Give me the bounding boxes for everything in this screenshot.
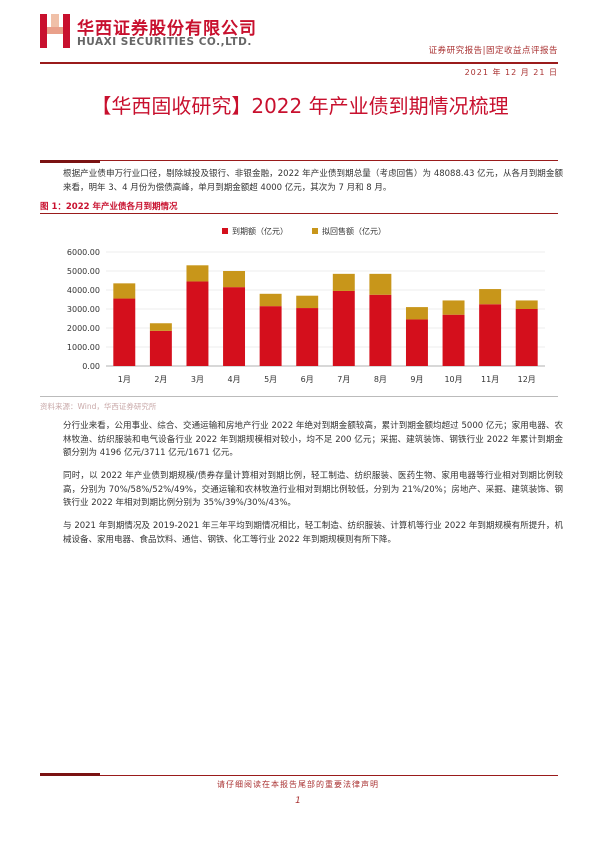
footer-divider-accent xyxy=(40,773,100,776)
bar-putback xyxy=(405,307,428,320)
bar-putback xyxy=(186,265,209,282)
legend-swatch xyxy=(312,228,318,234)
bar-maturity xyxy=(442,314,465,366)
page-number: 1 xyxy=(295,796,301,806)
bar-maturity xyxy=(332,290,355,366)
y-tick-label: 6000.00 xyxy=(67,248,100,257)
bar-putback xyxy=(259,293,282,307)
bar-putback xyxy=(149,323,172,331)
bar-putback xyxy=(442,300,465,315)
legend-swatch xyxy=(222,228,228,234)
footer-divider xyxy=(40,775,558,776)
bar-maturity xyxy=(149,330,172,366)
paragraph-1: 根据产业债申万行业口径，剔除城投及银行、非银金融，2022 年产业债到期总量（考… xyxy=(63,169,563,193)
bar-maturity xyxy=(186,281,209,366)
bar-putback xyxy=(369,273,392,295)
source-divider xyxy=(40,396,558,397)
report-type: 证券研究报告|固定收益点评报告 xyxy=(428,46,558,56)
company-name-en: HUAXI SECURITIES CO.,LTD. xyxy=(77,36,252,48)
figure-divider xyxy=(40,213,558,214)
x-tick-label: 9月 xyxy=(410,375,423,384)
y-tick-label: 2000.00 xyxy=(67,324,100,333)
bar-maturity xyxy=(296,308,319,366)
bar-putback xyxy=(223,271,246,288)
bar-putback xyxy=(296,295,319,309)
y-tick-label: 1000.00 xyxy=(67,343,100,352)
x-tick-label: 8月 xyxy=(374,375,387,384)
x-tick-label: 6月 xyxy=(301,375,314,384)
bar-putback xyxy=(479,289,502,305)
y-tick-label: 5000.00 xyxy=(67,267,100,276)
company-logo xyxy=(40,14,70,48)
bar-maturity xyxy=(405,319,428,366)
title-divider-accent xyxy=(40,160,100,163)
x-tick-label: 10月 xyxy=(444,375,462,384)
paragraph-4: 与 2021 年到期情况及 2019-2021 年三年平均到期情况相比，轻工制造… xyxy=(63,521,563,545)
paragraph-2: 分行业来看，公用事业、综合、交通运输和房地产行业 2022 年绝对到期金额较高，… xyxy=(63,421,563,458)
bar-maturity xyxy=(515,309,538,366)
bar-putback xyxy=(332,273,355,291)
title-divider xyxy=(40,160,558,161)
monthly-maturity-chart: 0.00 1000.00 2000.00 3000.00 4000.00 5000.00 6… xyxy=(67,226,545,384)
x-tick-label: 1月 xyxy=(118,375,131,384)
bar-putback xyxy=(113,283,136,299)
bar-maturity xyxy=(223,287,246,366)
legend-label: 拟回售额（亿元） xyxy=(322,226,386,236)
paragraph-3: 同时，以 2022 年产业债到期规模/债券存量计算相对到期比例，轻工制造、纺织服… xyxy=(63,471,563,508)
x-tick-label: 7月 xyxy=(337,375,350,384)
x-tick-label: 3月 xyxy=(191,375,204,384)
header-divider xyxy=(40,62,558,64)
x-tick-label: 5月 xyxy=(264,375,277,384)
bar-maturity xyxy=(259,306,282,366)
figure-source: 资料来源：Wind，华西证券研究所 xyxy=(40,402,157,411)
y-tick-label: 3000.00 xyxy=(67,305,100,314)
legend-label: 到期额（亿元） xyxy=(232,226,288,236)
x-tick-label: 2月 xyxy=(154,375,167,384)
x-tick-label: 4月 xyxy=(227,375,240,384)
y-tick-label: 0.00 xyxy=(82,362,100,371)
x-tick-label: 11月 xyxy=(481,375,499,384)
bar-maturity xyxy=(113,298,136,366)
bar-putback xyxy=(515,300,538,309)
x-tick-label: 12月 xyxy=(518,375,536,384)
company-name-cn: 华西证券股份有限公司 xyxy=(77,19,257,39)
figure-caption: 图 1：2022 年产业债各月到期情况 xyxy=(40,202,178,212)
y-tick-label: 4000.00 xyxy=(67,286,100,295)
bar-maturity xyxy=(369,294,392,366)
bar-maturity xyxy=(479,304,502,366)
legal-disclaimer-link: 请仔细阅读在本报告尾部的重要法律声明 xyxy=(217,780,379,789)
page-title: 【华西固收研究】2022 年产业债到期情况梳理 xyxy=(91,94,509,118)
report-date: 2021 年 12 月 21 日 xyxy=(464,68,558,77)
